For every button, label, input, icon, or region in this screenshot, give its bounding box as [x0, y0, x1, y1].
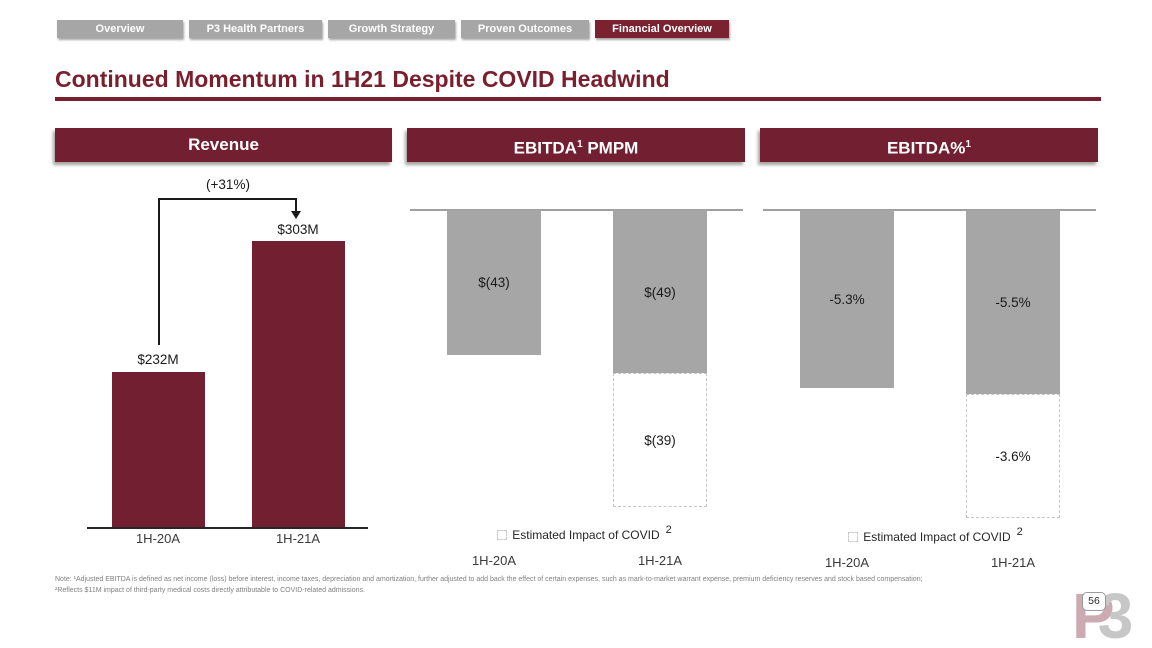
title-underline [55, 97, 1101, 101]
ebitda-pmpm-header: EBITDA1 PMPM [407, 128, 745, 162]
ebitda-pmpm-legend: Estimated Impact of COVID 2 [415, 524, 753, 542]
revenue-header: Revenue [55, 128, 392, 162]
page-title: Continued Momentum in 1H21 Despite COVID… [55, 66, 670, 92]
page-number-badge: 56 [1082, 592, 1106, 611]
ebitda-pmpm-bar-1h20a [447, 210, 541, 355]
ebitda-pct-bar-1h20a [800, 210, 894, 388]
dashed-box-legend-icon [848, 532, 859, 542]
ebitda-pmpm-cat-1h21a: 1H-21A [637, 553, 683, 568]
ebitda-pmpm-bar2-value: $(49) [644, 285, 676, 300]
growth-arrow-head-icon [291, 211, 301, 219]
ebitda-pmpm-cat-1h20a: 1H-20A [471, 553, 517, 568]
footnote-marker-2b: 2 [1016, 526, 1023, 538]
ebitda-pmpm-bar1-value: $(43) [478, 275, 510, 290]
revenue-cat-1h21a: 1H-21A [275, 531, 321, 546]
tab-overview[interactable]: Overview [57, 20, 183, 38]
growth-arrow-left-stem [158, 198, 160, 345]
ebitda-pmpm-baseline [410, 209, 743, 211]
ebitda-pct-covid-impact-box [966, 394, 1060, 518]
ebitda-pct-header-text: EBITDA% [886, 138, 966, 158]
footnote-line-2: ²Reflects $11M impact of third-party med… [55, 587, 365, 594]
ebitda-pmpm-header-rest: PMPM [582, 138, 639, 158]
ebitda-pmpm-header-text: EBITDA [513, 138, 577, 158]
tab-financial-overview[interactable]: Financial Overview [595, 20, 729, 38]
footnote: Note: ¹Adjusted EBITDA is defined as net… [55, 574, 1070, 596]
ebitda-pmpm-legend-label: Estimated Impact of COVID [512, 528, 660, 542]
ebitda-pct-cat-1h20a: 1H-20A [824, 555, 870, 570]
ebitda-pct-baseline [763, 209, 1096, 211]
tab-p3-health-partners[interactable]: P3 Health Partners [189, 20, 322, 38]
revenue-bar1-value: $232M [137, 352, 179, 367]
tab-proven-outcomes[interactable]: Proven Outcomes [461, 20, 589, 38]
p3-logo-3: 3 [1097, 580, 1134, 648]
ebitda-pct-bar2-value: -5.5% [995, 295, 1031, 310]
ebitda-pct-legend: Estimated Impact of COVID 2 [766, 526, 1104, 544]
footnote-marker-1: 1 [576, 139, 583, 150]
revenue-bar-1h21a [252, 241, 345, 527]
tab-growth-strategy[interactable]: Growth Strategy [328, 20, 455, 38]
growth-arrow-right-stem [295, 198, 297, 211]
ebitda-pct-legend-label: Estimated Impact of COVID [863, 530, 1011, 544]
footnote-marker-1b: 1 [965, 139, 972, 150]
ebitda-pct-covid-value: -3.6% [995, 449, 1031, 464]
ebitda-pct-bar-1h21a [966, 210, 1060, 394]
revenue-bar-1h20a [112, 372, 205, 527]
revenue-bar2-value: $303M [277, 222, 319, 237]
revenue-cat-1h20a: 1H-20A [135, 531, 181, 546]
ebitda-pct-header: EBITDA%1 [760, 128, 1098, 162]
ebitda-pmpm-covid-impact-box [613, 373, 707, 507]
ebitda-pmpm-covid-value: $(39) [644, 433, 676, 448]
ebitda-pct-cat-1h21a: 1H-21A [990, 555, 1036, 570]
ebitda-pmpm-bar-1h21a [613, 210, 707, 373]
footnote-line-1: Note: ¹Adjusted EBITDA is defined as net… [55, 576, 923, 583]
growth-arrow-horizontal [158, 198, 297, 200]
footnote-marker-2: 2 [665, 524, 672, 536]
revenue-x-axis [87, 527, 368, 529]
dashed-box-legend-icon [497, 530, 508, 540]
ebitda-pct-bar1-value: -5.3% [829, 292, 865, 307]
revenue-growth-label: (+31%) [206, 177, 250, 192]
